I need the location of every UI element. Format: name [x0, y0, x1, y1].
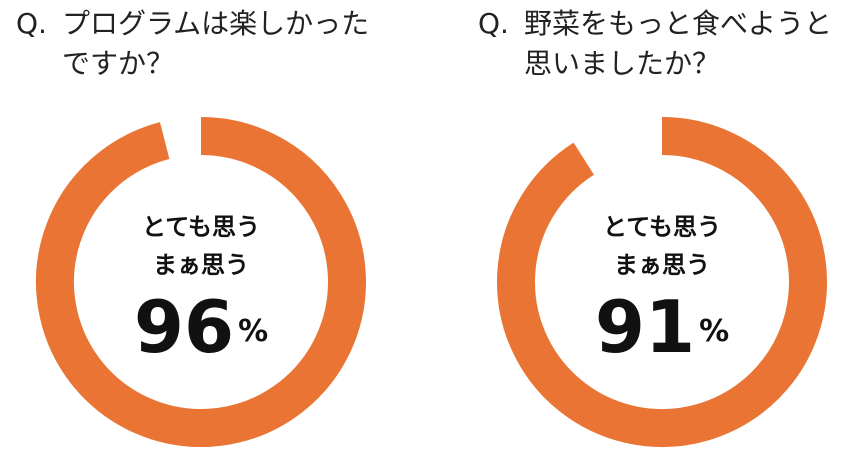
center-label: まぁ思う [153, 251, 249, 279]
question: Q. プログラムは楽しかったですか？ [16, 4, 378, 84]
value-label: 96% [134, 285, 268, 369]
question: Q. 野菜をもっと食べようと思いましたか？ [478, 4, 840, 84]
question-marker: Q. [478, 7, 509, 40]
donut-arc [497, 117, 827, 447]
value-number: 91 [595, 285, 695, 369]
value-label: 91% [595, 285, 729, 369]
value-unit: % [238, 314, 268, 349]
center-label: とても思う [142, 213, 260, 241]
value-number: 96 [134, 285, 234, 369]
center-label: まぁ思う [614, 251, 710, 279]
question-title: 野菜をもっと食べようと思いましたか？ [524, 7, 833, 80]
question-marker: Q. [16, 7, 47, 40]
question-title: プログラムは楽しかったですか？ [62, 7, 370, 80]
center-label: とても思う [603, 213, 721, 241]
value-unit: % [699, 314, 729, 349]
donut-arc [36, 117, 366, 447]
